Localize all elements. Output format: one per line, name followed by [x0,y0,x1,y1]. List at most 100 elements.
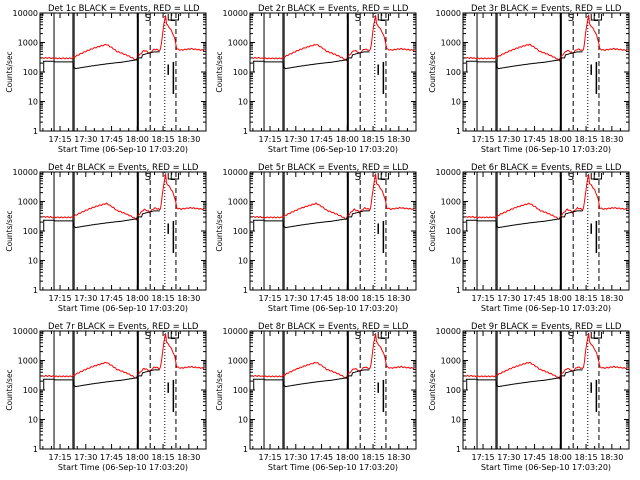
lld-series-line [42,333,205,379]
y-tick-label: 10 [238,257,248,266]
y-tick-label: 100 [446,386,461,395]
y-tick-label: 10 [28,257,38,266]
x-axis-title: Start Time (06-Sep-10 17:03:20) [58,304,188,313]
plot-frame [39,330,207,450]
lld-series-line [252,333,415,380]
y-tick-label: 1000 [18,39,38,48]
x-axis-title: Start Time (06-Sep-10 17:03:20) [58,463,188,472]
detector-panel: Det 7r BLACK = Events, RED = LLD 1 10 100 10… [5,322,207,472]
y-tick-label: 100 [233,227,248,236]
y-tick-label: 100 [233,68,248,77]
flag-bracket [377,332,390,339]
y-tick-label: 1 [243,286,248,295]
detector-panel: Det 5r BLACK = Events, RED = LLD 1 10 100 10… [215,163,417,313]
x-tick-label: 17:15 [259,294,282,303]
x-tick-label: 18:00 [126,135,149,144]
x-tick-label: 17:45 [310,453,333,462]
y-tick-label: 1 [456,286,461,295]
x-tick-label: 18:30 [177,135,200,144]
events-series-line [42,210,160,229]
plot-frame [462,171,630,291]
plot-frame [249,171,417,291]
y-tick-label: 10 [451,416,461,425]
x-tick-label: 18:30 [600,294,623,303]
x-tick-label: 17:30 [74,294,97,303]
y-tick-label: 10 [28,416,38,425]
x-tick-label: 18:00 [336,294,359,303]
flag-label-l: L [170,13,176,24]
flag-label-l: L [380,13,386,24]
detector-panel: Det 2r BLACK = Events, RED = LLD 1 10 100 10… [215,4,417,154]
flag-bracket [590,332,603,339]
panel-title: Det 3r BLACK = Events, RED = LLD [471,4,622,14]
x-tick-label: 17:45 [310,294,333,303]
flag-label-s: S [145,172,151,183]
events-series-line [465,210,583,229]
x-tick-label: 18:00 [336,135,359,144]
y-tick-label: 1000 [228,39,248,48]
y-tick-label: 100 [446,227,461,236]
y-axis-title: Counts/sec [5,210,14,251]
y-axis-title: Counts/sec [215,51,224,92]
detector-panel: Det 3r BLACK = Events, RED = LLD 1 10 100 10… [428,4,630,154]
panel-title: Det 7r BLACK = Events, RED = LLD [48,322,199,332]
x-tick-label: 17:30 [284,135,307,144]
x-tick-label: 17:45 [523,453,546,462]
x-tick-label: 17:15 [472,294,495,303]
y-tick-label: 10 [238,416,248,425]
flag-label-l: L [593,172,599,183]
x-tick-label: 17:30 [74,453,97,462]
lld-series-line [252,15,415,62]
flag-label-l: L [170,331,176,342]
y-tick-label: 10000 [13,327,38,336]
lld-series-line [465,173,628,220]
y-tick-label: 10000 [13,9,38,18]
x-axis-title: Start Time (06-Sep-10 17:03:20) [268,145,398,154]
panel-title: Det 2r BLACK = Events, RED = LLD [258,4,409,14]
flag-bracket [167,14,180,21]
y-tick-label: 100 [23,68,38,77]
flag-label-l: L [380,331,386,342]
x-tick-label: 18:00 [336,453,359,462]
flag-label-s: S [355,13,361,24]
y-tick-label: 1000 [18,357,38,366]
events-series-line [252,51,370,70]
y-tick-label: 1000 [441,39,461,48]
y-axis-title: Counts/sec [428,210,437,251]
flag-label-s: S [145,331,151,342]
y-tick-label: 10000 [436,168,461,177]
x-tick-label: 18:00 [126,294,149,303]
x-tick-label: 18:15 [575,135,598,144]
x-tick-label: 18:15 [362,294,385,303]
x-tick-label: 17:15 [472,453,495,462]
y-tick-label: 10000 [223,168,248,177]
y-tick-label: 1 [33,286,38,295]
x-tick-label: 17:15 [49,135,72,144]
x-tick-label: 17:30 [497,453,520,462]
x-tick-label: 18:15 [575,453,598,462]
x-tick-label: 17:15 [259,453,282,462]
panel-title: Det 1c BLACK = Events, RED = LLD [48,4,200,14]
x-tick-label: 18:15 [152,453,175,462]
x-tick-label: 18:00 [549,453,572,462]
detector-panel: Det 4r BLACK = Events, RED = LLD 1 10 100 10… [5,163,207,313]
y-tick-label: 1000 [441,198,461,207]
y-tick-label: 10 [28,98,38,107]
x-tick-label: 18:30 [177,453,200,462]
x-tick-label: 18:30 [600,453,623,462]
x-tick-label: 18:15 [152,135,175,144]
plot-frame [249,12,417,132]
x-axis-title: Start Time (06-Sep-10 17:03:20) [481,145,611,154]
plot-frame [39,171,207,291]
x-tick-label: 18:00 [549,294,572,303]
lld-series-line [465,14,628,63]
panel-title: Det 8r BLACK = Events, RED = LLD [258,322,409,332]
events-series-line [465,369,583,388]
y-tick-label: 10000 [436,9,461,18]
x-tick-label: 18:30 [177,294,200,303]
flag-label-s: S [355,331,361,342]
y-tick-label: 100 [446,68,461,77]
x-tick-label: 17:15 [472,135,495,144]
x-tick-label: 17:30 [284,453,307,462]
